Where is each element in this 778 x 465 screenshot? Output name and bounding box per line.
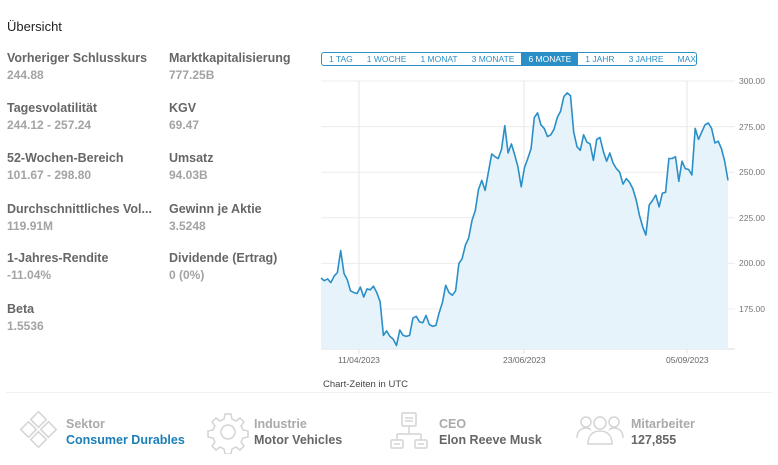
- y-tick: 300.00: [739, 76, 765, 86]
- stat-label: Durchschnittliches Vol...: [7, 202, 152, 216]
- info-ceo: CEO Elon Reeve Musk: [383, 410, 542, 454]
- info-value: Motor Vehicles: [254, 433, 343, 447]
- info-value: Elon Reeve Musk: [439, 433, 542, 447]
- stat-label: KGV: [169, 101, 197, 115]
- range-button-3-jahre[interactable]: 3 JAHRE: [628, 54, 664, 64]
- stat-label: Vorheriger Schlusskurs: [7, 51, 148, 65]
- stat-average-volume: Durchschnittliches Vol... 119.91M: [7, 202, 152, 233]
- range-button-max[interactable]: MAX: [677, 54, 696, 64]
- price-line: [320, 92, 729, 347]
- y-tick: 250.00: [739, 167, 765, 177]
- x-tick: 11/04/2023: [338, 355, 380, 365]
- stat-label: Umsatz: [169, 151, 214, 165]
- stat-52-week-range: 52-Wochen-Bereich 101.67 - 298.80: [7, 151, 123, 182]
- stat-label: Marktkapitalisierung: [169, 51, 291, 65]
- price-area-fill: [321, 92, 728, 350]
- stat-label: Beta: [7, 302, 35, 316]
- info-label: Mitarbeiter: [631, 417, 695, 431]
- stat-previous-close: Vorheriger Schlusskurs 244.88: [7, 51, 147, 82]
- stat-label: Dividende (Ertrag): [169, 251, 278, 265]
- stat-label: Tagesvolatilität: [7, 101, 98, 115]
- range-button-1-tag[interactable]: 1 TAG: [329, 54, 353, 64]
- info-label: CEO: [439, 417, 467, 431]
- stat-label: 52-Wochen-Bereich: [7, 151, 124, 165]
- y-tick: 275.00: [739, 122, 765, 132]
- stat-market-cap: Marktkapitalisierung 777.25B: [169, 51, 291, 82]
- stat-label: 1-Jahres-Rendite: [7, 251, 109, 265]
- info-sector: Sektor Consumer Durables: [18, 410, 185, 454]
- stat-1-year-return: 1-Jahres-Rendite -11.04%: [7, 251, 108, 282]
- y-tick: 200.00: [739, 258, 765, 268]
- stat-beta: Beta 1.5536: [7, 302, 44, 333]
- range-button-6-monate[interactable]: 6 MONATE: [521, 53, 579, 65]
- x-tick: 23/06/2023: [503, 355, 546, 365]
- info-value: 127,855: [631, 433, 677, 447]
- sector-link[interactable]: Consumer Durables: [66, 433, 185, 447]
- y-tick: 175.00: [739, 304, 765, 314]
- stat-value: -11.04%: [7, 268, 52, 282]
- info-industry: Industrie Motor Vehicles: [206, 410, 342, 454]
- stat-eps: Gewinn je Aktie 3.5248: [169, 202, 262, 233]
- people-icon: [576, 416, 624, 445]
- time-range-selector: 1 TAG 1 WOCHE 1 MONAT 3 MONATE 6 MONATE 1 JAH…: [321, 52, 697, 66]
- stat-value: 69.47: [169, 118, 200, 132]
- range-button-3-monate[interactable]: 3 MONATE: [471, 54, 515, 64]
- range-button-1-monat[interactable]: 1 MONAT: [420, 54, 458, 64]
- stat-revenue: Umsatz 94.03B: [169, 151, 213, 182]
- range-button-1-woche[interactable]: 1 WOCHE: [366, 54, 407, 64]
- chart-timezone-note: Chart-Zeiten in UTC: [323, 379, 408, 390]
- range-button-1-jahr[interactable]: 1 JAHR: [585, 54, 615, 64]
- y-tick: 225.00: [739, 213, 765, 223]
- stat-value: 244.88: [7, 68, 44, 82]
- stat-value: 1.5536: [7, 319, 44, 333]
- stat-value: 777.25B: [169, 68, 215, 82]
- stat-value: 244.12 - 257.24: [7, 118, 92, 132]
- info-employees: Mitarbeiter 127,855: [573, 410, 695, 454]
- stat-value: 101.67 - 298.80: [7, 168, 92, 182]
- gear-icon: [207, 413, 249, 454]
- stat-value: 94.03B: [169, 168, 208, 182]
- stat-value: 0 (0%): [169, 268, 205, 282]
- x-tick: 05/09/2023: [666, 355, 709, 365]
- info-label: Industrie: [254, 417, 307, 431]
- stat-day-range: Tagesvolatilität 244.12 - 257.24: [7, 101, 97, 132]
- overview-title: Übersicht: [7, 19, 62, 34]
- sector-diamonds-icon: [19, 410, 58, 449]
- stat-value: 3.5248: [169, 219, 206, 233]
- section-divider: [6, 392, 772, 393]
- org-chart-icon: [390, 412, 428, 449]
- stat-pe-ratio: KGV 69.47: [169, 101, 199, 132]
- price-chart: [320, 80, 735, 354]
- stat-dividend: Dividende (Ertrag) 0 (0%): [169, 251, 277, 282]
- stat-label: Gewinn je Aktie: [169, 202, 262, 216]
- stat-value: 119.91M: [7, 219, 54, 233]
- info-label: Sektor: [66, 417, 105, 431]
